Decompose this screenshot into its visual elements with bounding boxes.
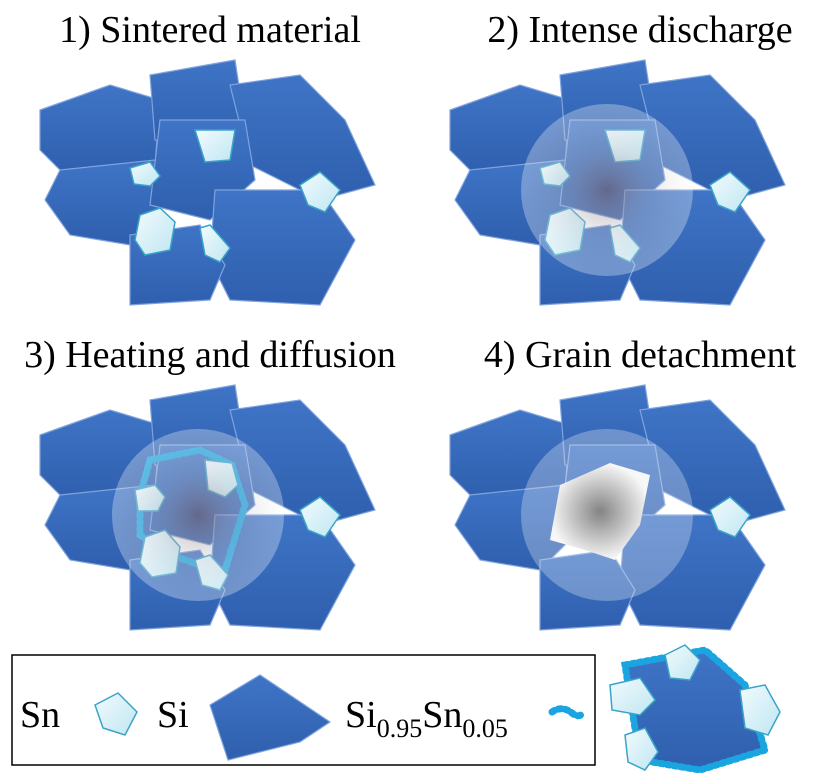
panel-title: 4) Grain detachment (484, 334, 797, 376)
legend-si-icon (209, 674, 332, 761)
legend-label: Sn (20, 694, 60, 736)
inset-sn (664, 644, 701, 681)
legend-text: Si (345, 694, 377, 736)
inset-sn (624, 727, 659, 771)
discharge-zone (112, 429, 284, 601)
inset (609, 644, 781, 773)
panel-title: 2) Intense discharge (487, 9, 792, 51)
panel-2 (449, 59, 786, 306)
legend-alloy-icon (548, 705, 586, 720)
panel-1 (39, 59, 376, 306)
detached-cavity (550, 463, 650, 560)
legend-sn-icon (94, 692, 138, 736)
legend-subscript: 0.05 (462, 714, 508, 743)
legend-label: Si0.95Sn0.05 (345, 694, 508, 743)
panel-title: 3) Heating and diffusion (24, 334, 396, 376)
legend-label: Si (157, 694, 189, 736)
panel-3 (39, 384, 376, 631)
inset-sn (609, 677, 656, 716)
discharge-zone (521, 104, 693, 276)
legend-subscript: 0.95 (377, 714, 423, 743)
discharge-zone (521, 429, 693, 601)
inset-sn (739, 684, 781, 736)
legend-text: Sn (422, 694, 462, 736)
panel-title: 1) Sintered material (59, 9, 361, 51)
panel-4 (449, 384, 786, 631)
